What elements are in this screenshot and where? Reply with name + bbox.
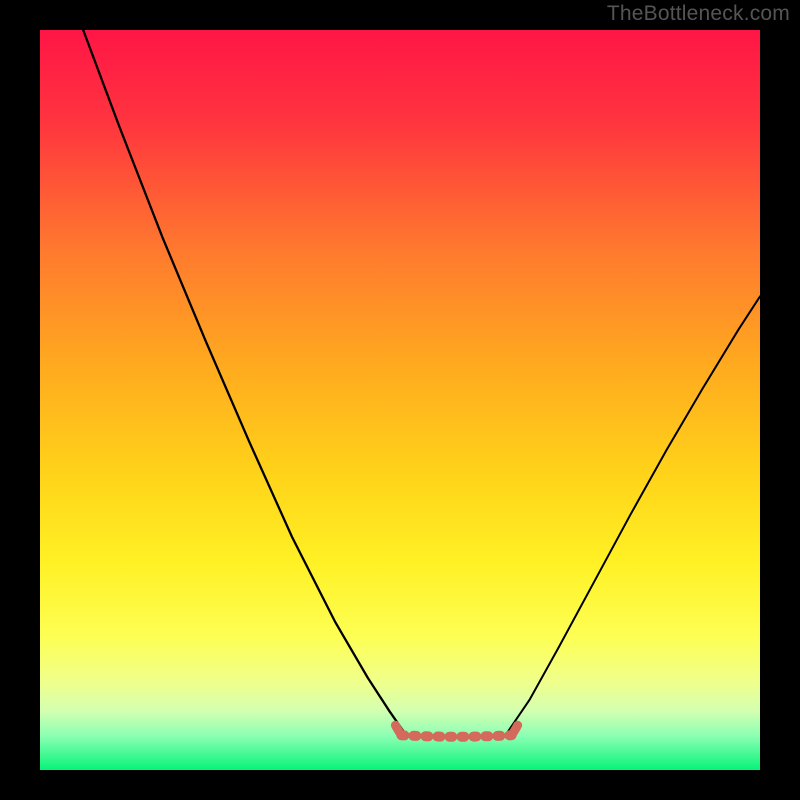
optimal-range-marker xyxy=(395,725,517,737)
chart-frame: TheBottleneck.com xyxy=(0,0,800,800)
bottleneck-curve-left xyxy=(83,30,403,732)
curves-layer xyxy=(40,30,760,770)
bottleneck-curve-right xyxy=(508,296,760,731)
watermark-text: TheBottleneck.com xyxy=(607,2,790,26)
